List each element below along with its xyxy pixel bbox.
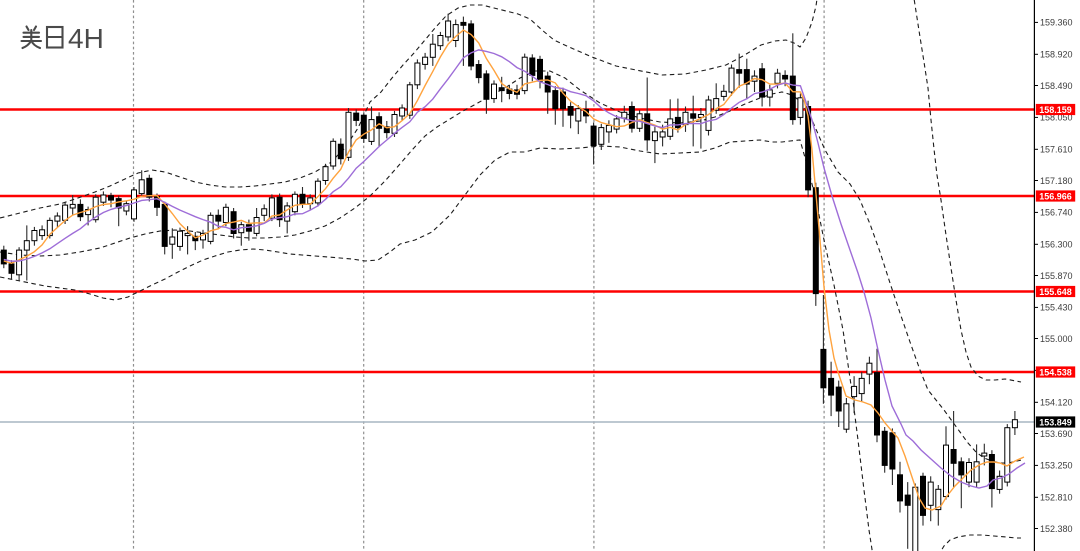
svg-text:156.966: 156.966 xyxy=(1039,191,1072,201)
svg-text:158.490: 158.490 xyxy=(1040,81,1073,91)
svg-text:155.870: 155.870 xyxy=(1040,271,1073,281)
svg-text:156.300: 156.300 xyxy=(1040,240,1073,250)
svg-text:153.849: 153.849 xyxy=(1039,417,1072,427)
svg-text:159.360: 159.360 xyxy=(1040,18,1073,28)
svg-text:158.920: 158.920 xyxy=(1040,50,1073,60)
svg-text:4H: 4H xyxy=(68,23,104,54)
svg-text:157.180: 157.180 xyxy=(1040,176,1073,186)
svg-text:153.250: 153.250 xyxy=(1040,461,1073,471)
svg-text:152.380: 152.380 xyxy=(1040,524,1073,534)
svg-text:155.648: 155.648 xyxy=(1039,287,1072,297)
svg-text:157.610: 157.610 xyxy=(1040,145,1073,155)
svg-text:153.690: 153.690 xyxy=(1040,429,1073,439)
svg-text:154.538: 154.538 xyxy=(1039,367,1072,377)
svg-text:154.120: 154.120 xyxy=(1040,398,1073,408)
svg-text:152.810: 152.810 xyxy=(1040,493,1073,503)
svg-text:158.159: 158.159 xyxy=(1039,105,1072,115)
svg-text:155.430: 155.430 xyxy=(1040,303,1073,313)
svg-text:156.740: 156.740 xyxy=(1040,208,1073,218)
svg-text:155.000: 155.000 xyxy=(1040,334,1073,344)
svg-text:158.050: 158.050 xyxy=(1040,113,1073,123)
